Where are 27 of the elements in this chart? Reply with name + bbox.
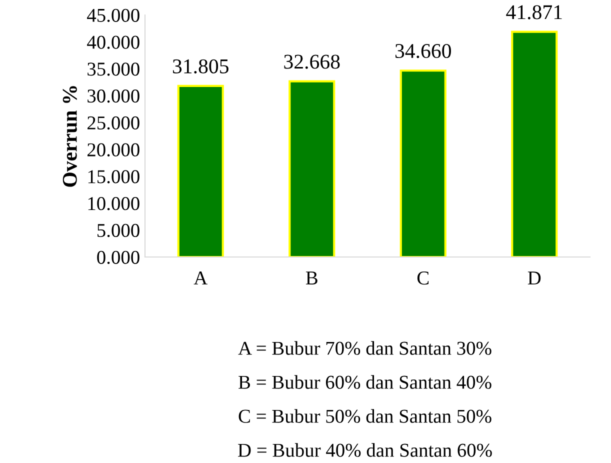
y-tick-label: 0.000: [97, 250, 140, 264]
y-tick-label: 40.000: [87, 36, 140, 49]
bar: [177, 84, 224, 257]
x-tick-label: D: [528, 272, 541, 284]
y-tick-label: 15.000: [88, 170, 140, 184]
bar: [288, 80, 336, 257]
bar: [400, 70, 446, 257]
y-tick-label: 5.000: [98, 224, 140, 238]
data-label: 31.805: [172, 59, 228, 74]
text: C = Bubur 50% dan Santan 50%: [238, 409, 492, 423]
data-label: 34.660: [395, 44, 451, 58]
data-label: 41.871: [506, 5, 562, 20]
x-tick-label: C: [417, 272, 429, 285]
y-tick-label: 45.000: [87, 8, 140, 22]
text: A = Bubur 70% dan Santan 30%: [238, 341, 492, 355]
bar: [511, 30, 558, 257]
y-tick-label: 30.000: [88, 89, 140, 103]
y-tick-label: 10.000: [88, 197, 140, 210]
x-tick-label: A: [194, 272, 208, 284]
y-tick-label: 35.000: [88, 62, 140, 76]
text: D = Bubur 40% dan Santan 60%: [238, 443, 492, 457]
x-tick-label: B: [306, 272, 318, 284]
y-tick-label: 20.000: [88, 143, 140, 156]
text: B = Bubur 60% dan Santan 40%: [238, 375, 492, 389]
y-tick-label: 25.000: [88, 116, 140, 130]
y-axis-title: Overrun %: [62, 86, 77, 187]
data-label: 32.668: [284, 54, 340, 69]
